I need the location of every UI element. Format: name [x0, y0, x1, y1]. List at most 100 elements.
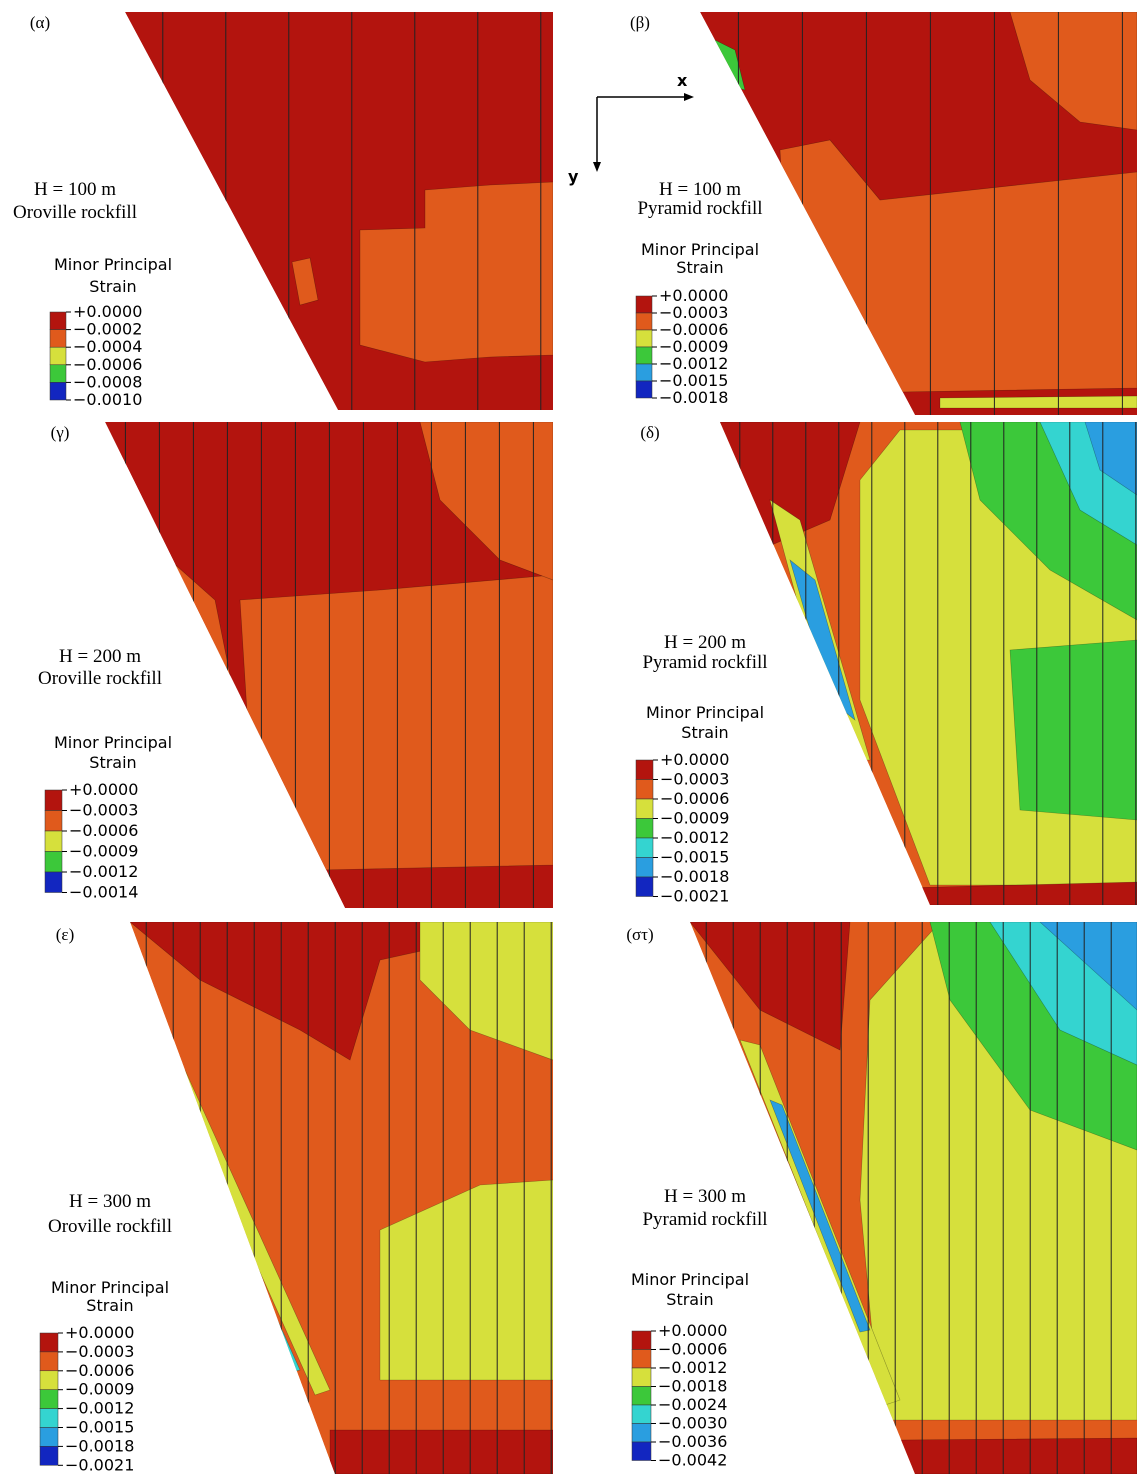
contour-plot [130, 922, 553, 1474]
legend-label: −0.0006 [73, 355, 142, 374]
y-axis-label: y [568, 167, 579, 186]
material: Oroville rockfill [13, 202, 137, 223]
legend-label: −0.0012 [659, 354, 728, 373]
panel: (ε) H = 300 m Oroville rockfill Minor Princ… [39, 922, 553, 1474]
legend-swatch [635, 779, 654, 800]
legend-label: −0.0014 [69, 883, 138, 902]
contour-region [899, 1437, 1137, 1474]
legend-label: −0.0006 [69, 821, 138, 840]
legend-label: −0.0018 [659, 388, 728, 407]
legend-label: +0.0000 [69, 780, 138, 799]
legend-title: Strain [666, 1290, 713, 1309]
legend-title: Strain [89, 277, 136, 296]
legend-label: +0.0000 [659, 286, 728, 305]
contour-region [1039, 922, 1137, 1011]
contour-plot [690, 922, 1137, 1474]
legend-label: +0.0000 [658, 1321, 727, 1340]
panel-label: (β) [630, 13, 650, 32]
dam-height: H = 100 m [34, 179, 116, 200]
legend-swatch [44, 830, 63, 852]
legend-title: Strain [89, 753, 136, 772]
dam-height: H = 300 m [664, 1186, 746, 1207]
legend-swatch [631, 1404, 652, 1424]
legend-swatch [631, 1386, 652, 1406]
legend-swatch [39, 1427, 59, 1447]
legend-label: −0.0015 [65, 1418, 134, 1437]
legend-title: Minor Principal [646, 703, 764, 722]
legend-swatch [635, 759, 654, 780]
contour-region [769, 1099, 871, 1333]
legend-title: Minor Principal [631, 1270, 749, 1289]
dam-height: H = 100 m [659, 179, 741, 200]
legend-label: −0.0012 [69, 862, 138, 881]
legend-label: −0.0006 [65, 1361, 134, 1380]
legend-label: −0.0015 [659, 371, 728, 390]
legend-swatch [635, 329, 653, 348]
legend-title: Strain [86, 1296, 133, 1315]
legend-swatch [635, 798, 654, 819]
legend-label: −0.0021 [660, 887, 729, 906]
legend-label: −0.0008 [73, 372, 142, 391]
contour-region [1009, 12, 1137, 131]
legend-swatch [635, 380, 653, 399]
legend-label: +0.0000 [73, 302, 142, 321]
legend-label: −0.0012 [658, 1358, 727, 1377]
legend-label: −0.0006 [659, 320, 728, 339]
legend-label: +0.0000 [65, 1323, 134, 1342]
legend-label: −0.0004 [73, 337, 142, 356]
legend-label: +0.0000 [660, 750, 729, 769]
panel-label: (α) [30, 13, 50, 32]
panel-label: (ε) [56, 925, 74, 944]
legend-swatch [635, 857, 654, 878]
legend-swatch [49, 311, 67, 330]
contour-region [227, 699, 243, 719]
legend-label: −0.0012 [660, 828, 729, 847]
legend-swatch [39, 1389, 59, 1409]
material: Pyramid rockfill [642, 1209, 767, 1230]
panel-label: (γ) [51, 423, 70, 442]
legend-label: −0.0015 [660, 848, 729, 867]
legend-label: −0.0036 [658, 1432, 727, 1451]
contour-plot [700, 12, 1137, 415]
legend-swatch [39, 1351, 59, 1372]
contour-region [1084, 422, 1137, 496]
material: Pyramid rockfill [637, 198, 762, 219]
legend-swatch [49, 346, 67, 366]
legend-swatch [39, 1408, 59, 1428]
legend-swatch [635, 363, 653, 382]
legend-label: −0.0003 [69, 801, 138, 820]
legend-label: −0.0018 [660, 867, 729, 886]
legend-label: −0.0042 [658, 1451, 727, 1470]
legend-label: −0.0009 [69, 842, 138, 861]
x-axis-label: x [677, 71, 688, 90]
contour-region [359, 181, 553, 363]
legend-swatch [635, 295, 653, 314]
contour-plot [125, 12, 553, 410]
legend-swatch [635, 346, 653, 365]
contour-region [939, 395, 1137, 409]
panel-label: (δ) [640, 423, 659, 442]
legend-swatch [631, 1367, 652, 1387]
legend-swatch [631, 1423, 652, 1443]
legend-swatch [49, 364, 67, 383]
panel-label: (στ) [626, 925, 653, 944]
legend-swatch [635, 876, 654, 897]
contour-plot [105, 422, 553, 908]
contour-region [690, 922, 851, 1051]
legend-swatch [39, 1332, 59, 1353]
x-arrow-head [684, 93, 694, 101]
axes-indicator: x y [568, 71, 694, 186]
dam-height: H = 300 m [69, 1191, 151, 1212]
contour-region [419, 422, 553, 581]
contour-region [239, 574, 553, 871]
legend-title: Minor Principal [51, 1278, 169, 1297]
legend-label: −0.0003 [660, 770, 729, 789]
material: Pyramid rockfill [642, 652, 767, 673]
dam-height: H = 200 m [664, 632, 746, 653]
contour-region [379, 1179, 553, 1381]
legend-label: −0.0009 [65, 1380, 134, 1399]
legend-label: −0.0009 [659, 337, 728, 356]
legend-label: −0.0021 [65, 1455, 134, 1474]
